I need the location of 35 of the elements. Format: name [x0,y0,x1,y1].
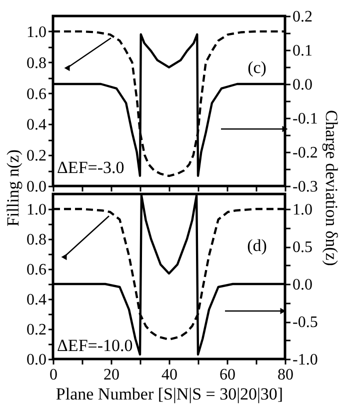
y-tick-label: 0.4 [26,116,46,134]
y-tick-label: 1.0 [26,24,46,41]
x-tick-label: 0 [50,366,58,384]
annotation: (c) [248,58,266,77]
y2-tick-label: -0.3 [292,178,318,196]
y2-tick-label: 0.0 [292,276,312,294]
y-axis-title: Filling n(z) [4,150,22,226]
x-tick-label: 60 [220,366,236,384]
x-tick-label: 20 [104,366,120,384]
annotation: (d) [247,236,267,255]
y2-tick-label: -1.0 [292,352,318,368]
y-tick-label: 0.4 [26,292,46,308]
y2-axis-title: Charge deviation δn(z) [322,110,341,266]
y-tick-label: 0.0 [26,178,46,196]
y2-tick-label: -0.5 [292,314,318,331]
y2-tick-label: -0.1 [292,110,318,128]
y-tick-label: 0.2 [26,148,46,165]
y-tick-label: 0.8 [26,54,46,72]
y2-tick-label: 0.5 [292,239,312,256]
x-axis-title: Plane Number [S|N|S = 30|20|30] [56,384,284,404]
x-tick-label: 80 [278,366,294,384]
y2-tick-label: 0.0 [292,76,312,94]
y-tick-label: 0.8 [26,232,46,248]
y2-tick-label: -0.2 [292,144,318,162]
y-tick-label: 0.0 [26,352,46,368]
y-tick-label: 0.6 [26,86,46,103]
y-tick-label: 0.6 [26,262,46,278]
annotation: ΔEF=-3.0 [57,158,124,177]
y2-tick-label: 0.1 [292,42,312,60]
y2-tick-label: 1.0 [292,202,312,218]
x-tick-label: 40 [162,366,178,384]
y-tick-label: 0.2 [26,322,46,338]
y-tick-label: 1.0 [26,202,46,218]
annotation: ΔEF=-10.0 [57,336,133,355]
y2-tick-label: 0.2 [292,8,312,26]
